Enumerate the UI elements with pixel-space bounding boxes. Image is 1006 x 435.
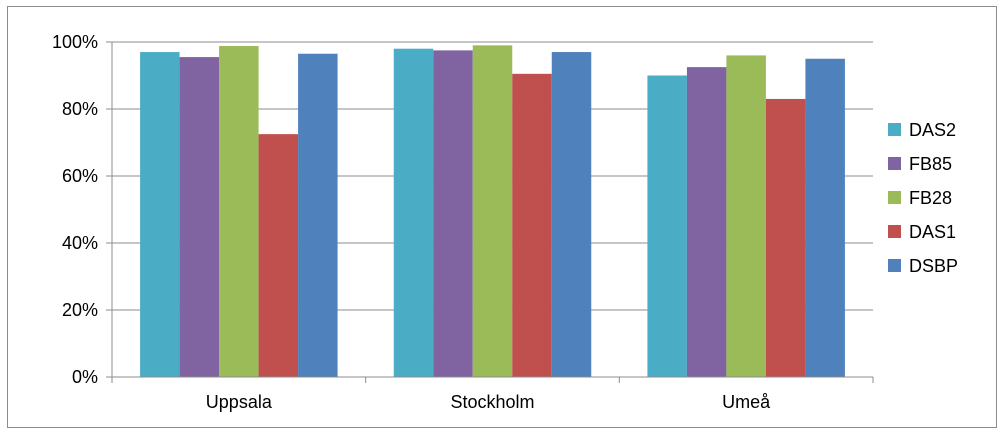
legend-label-fb28: FB28 bbox=[909, 188, 952, 208]
bar-das2-1 bbox=[393, 48, 434, 377]
legend-label-dsbp: DSBP bbox=[909, 256, 958, 276]
x-tick-label: Stockholm bbox=[450, 392, 534, 412]
bar-fb85-0 bbox=[179, 57, 220, 377]
bar-dsbp-0 bbox=[298, 53, 338, 377]
legend-label-das1: DAS1 bbox=[909, 222, 956, 242]
bar-das1-1 bbox=[512, 73, 552, 377]
legend-swatch-das1 bbox=[888, 225, 901, 238]
y-tick-label: 0% bbox=[72, 367, 98, 387]
legend-label-das2: DAS2 bbox=[909, 120, 956, 140]
bar-das2-0 bbox=[140, 52, 180, 378]
bar-das1-2 bbox=[765, 98, 806, 377]
bar-fb28-1 bbox=[472, 45, 513, 377]
bar-fb85-2 bbox=[686, 67, 727, 377]
legend-label-fb85: FB85 bbox=[909, 154, 952, 174]
x-tick-label: Umeå bbox=[722, 392, 771, 412]
bar-fb28-0 bbox=[219, 46, 259, 378]
bar-das1-0 bbox=[258, 134, 299, 377]
legend-swatch-das2 bbox=[888, 123, 901, 136]
legend-swatch-dsbp bbox=[888, 259, 901, 272]
bar-das2-2 bbox=[647, 75, 687, 377]
bar-dsbp-1 bbox=[551, 52, 592, 378]
y-tick-label: 40% bbox=[62, 233, 98, 253]
y-tick-label: 80% bbox=[62, 99, 98, 119]
bar-fb85-1 bbox=[433, 50, 473, 377]
bar-fb28-2 bbox=[726, 55, 766, 378]
y-tick-label: 100% bbox=[52, 32, 98, 52]
legend-swatch-fb28 bbox=[888, 191, 901, 204]
y-tick-label: 60% bbox=[62, 166, 98, 186]
legend-swatch-fb85 bbox=[888, 157, 901, 170]
x-tick-label: Uppsala bbox=[206, 392, 273, 412]
y-tick-label: 20% bbox=[62, 300, 98, 320]
bar-dsbp-2 bbox=[805, 58, 845, 377]
